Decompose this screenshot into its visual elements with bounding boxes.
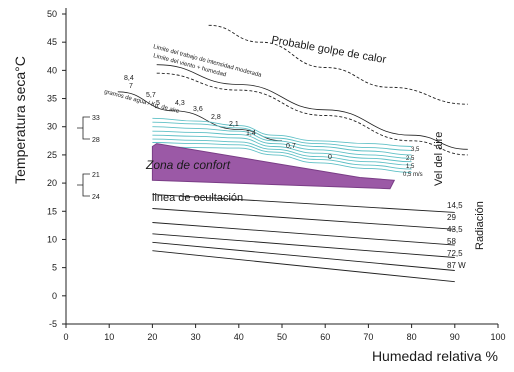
radiation-value-label: 14,5 [447,201,463,210]
x-tick-label: 90 [450,332,460,342]
x-tick-label: 50 [277,332,287,342]
y-ticks: -5 0 5 10 15 20 25 30 35 40 45 50 [47,9,66,329]
y-tick-label: 10 [47,234,57,244]
humidity-label: 0 [328,154,332,161]
limit-line-dashed [157,73,468,155]
humidity-label: 4,3 [175,100,185,107]
wind-speed-label: Vel del aire [433,132,445,186]
x-tick-label: 10 [104,332,114,342]
bracket-upper-top-label: 33 [92,115,100,122]
humidity-label: 3,6 [193,106,203,113]
wind-label: 1,5 [406,164,415,170]
bracket-upper-shape [77,117,90,139]
limit-line-dashed [209,25,468,104]
humidity-label: 2,8 [211,114,221,121]
comfort-zone-label: Zona de confort [145,158,231,172]
humidity-label: 7 [129,83,133,90]
y-tick-label: 20 [47,178,57,188]
bracket-upper-bottom-label: 28 [92,137,100,144]
wind-label: 0,5 m/s [403,172,423,178]
radiation-value-label: 87 W [447,261,466,270]
y-axis-title: Temperatura seca°C [12,56,28,184]
y-tick-label: 50 [47,9,57,19]
wind-label: 2,5 [406,156,415,162]
radiation-labels: 14,5 29 43,5 58 72,5 87 W [447,201,466,270]
x-tick-label: 100 [490,332,505,342]
x-axis-title: Humedad relativa % [372,348,498,364]
x-tick-label: 80 [407,332,417,342]
humidity-label: 5 [156,100,160,107]
x-tick-label: 30 [191,332,201,342]
humidity-label: 2,1 [229,121,239,128]
y-tick-label: -5 [49,319,57,329]
y-tick-label: 0 [52,291,57,301]
heat-stroke-label: Probable golpe de calor [270,34,387,66]
x-tick-label: 70 [363,332,373,342]
shading-line-label: linea de ocultación [152,192,243,204]
y-tick-label: 40 [47,65,57,75]
bracket-lower-shape [77,174,90,196]
bracket-lower: 21 24 [77,172,100,201]
humidity-label: 1,4 [246,130,256,137]
humidity-label: 5,7 [146,92,156,99]
radiation-value-label: 43,5 [447,225,463,234]
radiation-label: Radiación [474,201,486,250]
bracket-upper: 33 28 [77,115,100,144]
radiation-value-label: 58 [447,237,456,246]
y-tick-label: 35 [47,94,57,104]
radiation-line [152,234,454,258]
wind-label: 3,5 [411,147,420,153]
humidity-label: 0,7 [286,143,296,150]
y-tick-label: 5 [52,263,57,273]
radiation-value-label: 72,5 [447,249,463,258]
y-tick-label: 45 [47,37,57,47]
humidity-grams-label: gramos de agua / Kg. de aire [103,89,180,115]
x-tick-label: 40 [234,332,244,342]
x-tick-label: 0 [63,332,68,342]
y-tick-label: 25 [47,150,57,160]
humidity-label: 8,4 [124,75,134,82]
radiation-value-label: 29 [447,213,456,222]
y-tick-label: 30 [47,122,57,132]
y-tick-label: 15 [47,206,57,216]
bracket-lower-bottom-label: 24 [92,194,100,201]
bracket-lower-top-label: 21 [92,172,100,179]
x-ticks: 0 10 20 30 40 50 60 70 80 90 100 [63,324,505,342]
x-tick-label: 60 [320,332,330,342]
x-tick-label: 20 [147,332,157,342]
wind-labels: 3,5 2,5 1,5 0,5 m/s [403,147,423,178]
